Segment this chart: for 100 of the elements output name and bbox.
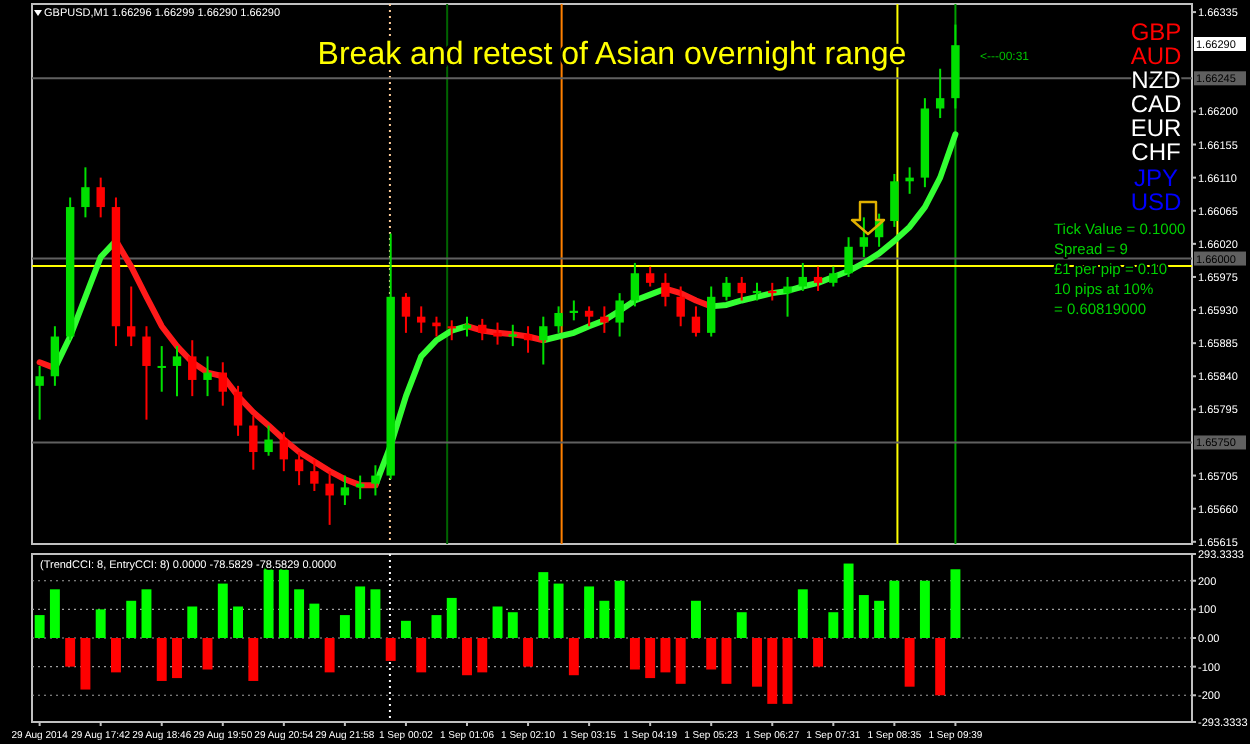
candlestick: [417, 305, 426, 334]
bar: [599, 600, 610, 638]
candlestick: [218, 361, 227, 407]
bar: [706, 638, 717, 670]
bar: [797, 589, 808, 638]
bar: [233, 606, 244, 638]
bar: [248, 638, 259, 681]
candlestick: [615, 292, 624, 338]
bar: [172, 638, 182, 679]
candlestick: [691, 305, 701, 338]
bar: [385, 638, 396, 661]
bar: [187, 606, 198, 638]
candlestick: [310, 458, 319, 493]
candlestick: [264, 424, 273, 457]
candlestick: [203, 355, 212, 398]
bar: [553, 583, 564, 638]
candlestick: [172, 345, 182, 398]
candlestick: [829, 265, 838, 288]
candlestick: [554, 305, 563, 334]
bar: [904, 638, 915, 687]
bar: [782, 638, 793, 704]
bar: [446, 597, 457, 638]
candlestick: [737, 275, 746, 302]
candlestick: [401, 292, 411, 334]
candlestick: [600, 305, 609, 334]
bar: [675, 638, 686, 684]
candlestick: [722, 275, 731, 302]
candlestick: [523, 325, 533, 354]
candlestick: [249, 414, 258, 471]
bar: [477, 638, 488, 673]
bar: [431, 615, 442, 638]
bar: [935, 638, 946, 696]
bar: [752, 638, 762, 687]
candlestick: [478, 317, 487, 342]
bar: [34, 615, 45, 638]
bar: [141, 589, 152, 638]
bar: [65, 638, 76, 667]
bar: [400, 620, 411, 638]
candlestick: [798, 261, 807, 292]
bar: [462, 638, 472, 676]
candlestick: [844, 236, 853, 278]
bar: [813, 638, 824, 667]
bar: [660, 638, 671, 673]
candlestick: [676, 285, 685, 328]
candlestick: [294, 451, 304, 487]
bar: [339, 615, 350, 638]
candlestick: [508, 323, 517, 348]
bar: [767, 638, 778, 704]
bar: [278, 566, 289, 638]
candlestick: [96, 176, 105, 219]
candlestick: [707, 285, 716, 338]
annotation: NZD: [1131, 66, 1182, 94]
bar: [263, 566, 274, 638]
bar: [294, 589, 305, 638]
annotation: JPY: [1133, 164, 1179, 192]
bar: [843, 563, 854, 638]
candlestick: [371, 464, 380, 497]
bar: [614, 580, 625, 638]
bar: [568, 638, 579, 676]
annotation: GBP: [1130, 18, 1182, 46]
candlestick: [142, 325, 151, 421]
candlestick: [584, 305, 594, 328]
candlestick: [783, 275, 792, 318]
candlestick: [340, 474, 350, 507]
candlestick: [890, 172, 899, 228]
bar: [721, 638, 732, 684]
candlestick: [35, 364, 44, 421]
bar: [629, 638, 640, 670]
bar: [126, 600, 137, 638]
bar: [370, 589, 381, 638]
candlestick: [661, 272, 670, 308]
candlestick: [325, 470, 334, 526]
bar: [507, 612, 518, 638]
candlestick: [859, 216, 869, 259]
candlestick: [50, 325, 60, 387]
candlestick: [813, 265, 823, 292]
annotation: EUR: [1130, 114, 1182, 142]
bar: [858, 595, 869, 638]
candlestick: [127, 285, 136, 348]
bar: [156, 638, 167, 681]
bar: [538, 572, 549, 638]
candlestick: [279, 431, 289, 473]
bar: [950, 569, 961, 638]
candlestick: [188, 339, 197, 398]
annotation: CAD: [1130, 90, 1182, 118]
bar: [49, 589, 60, 638]
bar: [110, 638, 121, 673]
bar: [584, 586, 595, 638]
bar: [690, 600, 701, 638]
bar: [736, 612, 747, 638]
annotation: CHF: [1131, 138, 1181, 166]
bar: [828, 612, 839, 638]
bar: [416, 638, 427, 673]
bar: [95, 609, 106, 638]
candlestick: [81, 166, 90, 219]
bar: [202, 638, 213, 670]
candlestick: [493, 321, 502, 346]
bar: [919, 580, 930, 638]
bar: [217, 583, 228, 638]
candlestick: [645, 265, 655, 288]
